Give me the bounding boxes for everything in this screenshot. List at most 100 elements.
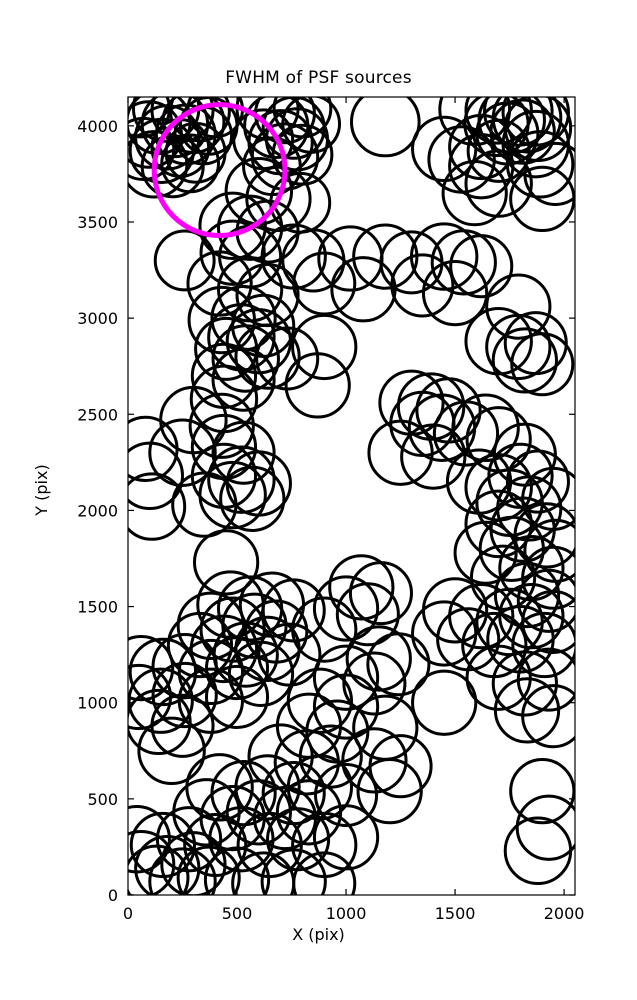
psf-source-circle	[128, 130, 189, 199]
psf-source-circle	[198, 460, 267, 530]
psf-source-circle	[140, 134, 205, 199]
psf-source-circle	[352, 694, 419, 761]
psf-source-circle	[312, 804, 380, 871]
psf-source-circle	[151, 633, 218, 700]
psf-source-circle	[396, 372, 466, 441]
psf-source-circle	[485, 273, 552, 340]
psf-source-circle	[128, 415, 179, 483]
psf-source-circle	[272, 97, 333, 139]
psf-source-circle	[166, 611, 234, 679]
axis-ticks-layer: 0 500 1000 1500 2000 0 500 1000 1500 2000 2500 3000…	[77, 97, 584, 923]
psf-source-circle	[342, 651, 407, 716]
psf-source-circle	[312, 575, 380, 642]
psf-source-circle	[521, 545, 575, 610]
psf-source-circle	[348, 561, 413, 626]
y-tick-label: 2500	[77, 405, 118, 424]
axes-frame	[127, 96, 576, 896]
psf-source-circle	[177, 638, 244, 706]
psf-source-circle	[171, 471, 238, 538]
psf-source-circle	[160, 831, 227, 895]
psf-source-circle	[312, 673, 380, 740]
psf-source-circle	[128, 688, 192, 756]
psf-source-circle	[250, 122, 320, 191]
psf-source-circle	[219, 465, 286, 533]
psf-source-circle	[128, 117, 195, 184]
psf-source-circle	[449, 234, 514, 299]
plot-title: FWHM of PSF sources	[225, 68, 412, 88]
y-tick-label: 4000	[77, 117, 118, 136]
psf-source-circle	[407, 393, 477, 462]
y-tick-label: 0	[108, 886, 118, 905]
psf-source-circle	[207, 445, 276, 514]
psf-source-circle	[509, 758, 575, 825]
psf-source-circle	[128, 116, 176, 181]
psf-source-circle	[409, 222, 479, 291]
psf-source-circle	[148, 847, 217, 895]
x-tick-label: 500	[222, 904, 253, 923]
psf-source-circle	[390, 253, 455, 318]
psf-source-circle	[464, 149, 533, 218]
psf-source-circle	[176, 591, 246, 661]
psf-source-circle	[199, 219, 266, 286]
psf-source-circle	[469, 544, 537, 611]
psf-source-circle	[491, 327, 558, 394]
x-tick-label: 1000	[326, 904, 367, 923]
y-tick-label: 500	[87, 790, 118, 809]
psf-source-circle	[260, 848, 327, 895]
psf-source-circle	[350, 97, 421, 158]
psf-source-circle	[211, 420, 276, 485]
psf-source-circle	[328, 554, 395, 621]
psf-source-circle	[234, 615, 301, 682]
psf-source-circle	[203, 846, 271, 895]
psf-source-circle	[510, 332, 575, 397]
psf-source-circle	[448, 133, 515, 200]
psf-source-circle	[505, 130, 575, 199]
psf-source-circle	[211, 324, 280, 393]
psf-source-circle	[356, 758, 423, 825]
psf-source-circle	[466, 118, 531, 183]
x-tick-label: 1500	[435, 904, 476, 923]
x-tick-label: 0	[123, 904, 133, 923]
psf-source-circle	[128, 830, 176, 895]
psf-source-circle	[211, 347, 276, 412]
psf-source-circle	[330, 256, 397, 323]
psf-source-circle	[234, 323, 301, 390]
psf-source-circle	[493, 677, 561, 744]
data-markers-layer	[128, 97, 575, 895]
psf-source-circle	[411, 669, 478, 736]
psf-source-circle	[516, 568, 575, 633]
psf-source-circle	[164, 121, 227, 184]
psf-source-circle	[188, 392, 255, 459]
psf-source-circle	[128, 441, 185, 511]
psf-source-circle	[160, 133, 220, 194]
psf-source-circle	[204, 664, 270, 729]
psf-source-circle	[128, 667, 194, 734]
psf-source-circle	[441, 160, 508, 227]
psf-source-circle	[291, 313, 358, 381]
psf-source-circle	[505, 449, 570, 514]
psf-source-circle	[193, 529, 260, 596]
psf-source-circle	[271, 123, 334, 186]
psf-source-circle	[128, 844, 190, 895]
psf-source-circle	[312, 644, 380, 711]
psf-source-circle	[453, 520, 518, 585]
psf-source-circle	[134, 834, 201, 895]
psf-source-circle	[367, 419, 434, 486]
psf-source-circle	[153, 229, 216, 292]
psf-source-circle	[208, 806, 275, 873]
y-tick-label: 3000	[77, 309, 118, 328]
psf-source-circle	[292, 851, 357, 895]
psf-source-circle	[187, 285, 256, 355]
psf-source-circle	[284, 352, 351, 419]
psf-source-circle	[128, 100, 183, 169]
psf-source-circle	[345, 625, 412, 692]
x-axis-label: X (pix)	[292, 925, 345, 944]
psf-source-circle	[137, 716, 206, 785]
psf-source-circle	[430, 229, 497, 296]
psf-source-circle	[485, 313, 552, 381]
psf-source-circle	[513, 502, 575, 569]
psf-source-circle	[335, 582, 400, 647]
psf-source-circle	[400, 423, 467, 490]
psf-source-circle	[128, 634, 175, 702]
